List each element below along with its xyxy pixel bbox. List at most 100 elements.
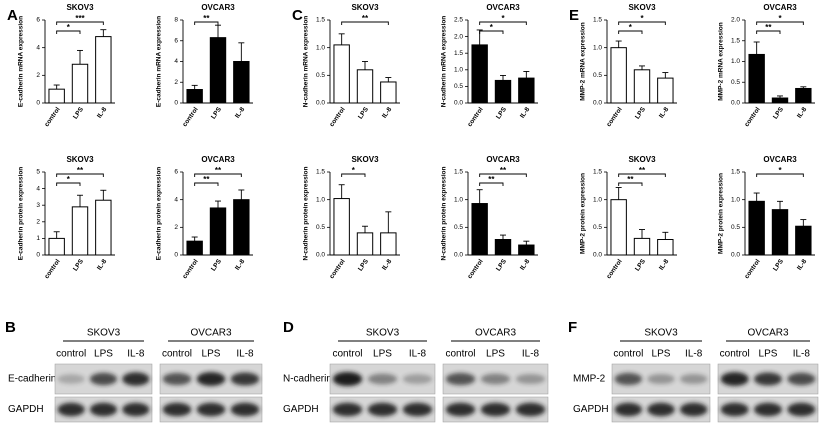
blot-band [515,402,546,417]
x-tick-label: control [605,106,623,128]
bar [356,69,374,104]
x-tick-label: LPS [495,106,508,121]
y-tick-label: 1.0 [316,44,325,51]
panel-letter: B [5,319,16,336]
significance-bracket [756,30,781,34]
lane-label: LPS [373,349,392,360]
y-axis-label: N-cadherin mRNA expression [303,16,310,108]
bar [380,81,397,104]
bar [657,77,674,104]
y-tick-label: 1.5 [731,169,740,176]
significance-bracket [194,182,219,186]
y-tick-label: 1.0 [593,44,602,51]
significance-bracket [56,21,104,25]
bar [471,203,488,256]
significance-label: * [501,14,505,23]
x-tick-label: LPS [72,106,85,121]
significance-label: ** [203,14,210,23]
blot-band [122,372,150,386]
significance-label: ** [362,14,369,23]
x-tick-label: IL-8 [519,258,532,272]
bar [186,89,203,104]
x-tick-label: IL-8 [234,258,247,272]
x-tick-label: LPS [634,106,647,121]
bar [233,199,250,256]
bar [771,209,789,256]
chart-title: OVCAR3 [763,155,797,164]
y-tick-label: 3 [36,202,40,209]
y-tick-label: 2.0 [454,33,463,40]
x-tick-label: IL-8 [96,106,109,120]
blot-band [162,372,192,386]
x-tick-label: LPS [357,258,370,273]
x-tick-label: control [181,106,199,128]
y-tick-label: 0.0 [316,252,325,259]
x-tick-label: control [181,258,199,280]
x-tick-label: IL-8 [796,106,809,120]
y-tick-label: 8 [174,17,178,24]
y-axis-label: N-cadherin mRNA expression [441,16,448,108]
blot-band [647,373,675,385]
y-tick-label: 0.5 [593,224,602,231]
blot-band [614,402,643,417]
significance-label: * [352,166,356,175]
bar [633,237,651,256]
y-tick-label: 5 [36,169,40,176]
y-tick-label: 1.5 [316,169,325,176]
y-axis-label: MMP-2 mRNA expression [718,22,725,101]
y-tick-label: 2 [36,219,40,226]
blot-band [230,372,260,386]
chart-title: SKOV3 [351,155,379,164]
bar [95,199,112,256]
blot-band [480,402,511,417]
y-tick-label: 4 [36,44,40,51]
lane-label: LPS [486,349,505,360]
blot-row-label: MMP-2 [573,374,606,385]
y-axis-label: N-cadherin protein expression [303,167,310,261]
lane-label: control [720,349,750,360]
significance-bracket [56,30,81,34]
blot-band [57,374,85,384]
lane-label: IL-8 [685,349,703,360]
lane-label: LPS [202,349,221,360]
y-axis-label: MMP-2 protein expression [718,173,725,254]
y-tick-label: 1.5 [593,17,602,24]
blot-group: SKOV3 [644,328,678,339]
bar [186,240,203,256]
panel-letter: E [569,7,579,24]
significance-label: *** [75,14,85,23]
significance-bracket [756,173,804,177]
y-axis-label: E-cadherin mRNA expression [156,16,163,107]
y-tick-label: 4 [174,58,178,65]
x-tick-label: LPS [772,258,785,273]
bar [48,88,65,104]
bar [633,69,651,104]
significance-label: ** [488,175,495,184]
y-tick-label: 0 [36,252,40,259]
significance-label: * [67,175,71,184]
y-axis-label: E-cadherin protein expression [156,167,163,261]
blot-row-label: GAPDH [573,404,609,415]
significance-label: * [490,23,494,32]
blot-band [445,402,476,417]
panel-letter: C [292,7,303,24]
significance-bracket [618,21,666,25]
y-tick-label: 4 [36,185,40,192]
lane-label: IL-8 [236,349,254,360]
chart-title: OVCAR3 [763,3,797,12]
blot-band [647,402,675,417]
y-tick-label: 0 [174,252,178,259]
y-tick-label: 0.5 [731,224,740,231]
bar [748,53,765,104]
y-tick-label: 0.0 [593,252,602,259]
y-tick-label: 1.0 [454,67,463,74]
y-tick-label: 1.5 [454,50,463,57]
x-tick-label: LPS [357,106,370,121]
blot-band [57,402,85,417]
blot-band [332,372,363,386]
blot-band [367,373,398,385]
lane-label: IL-8 [522,349,540,360]
significance-label: ** [77,166,84,175]
x-tick-label: LPS [634,258,647,273]
